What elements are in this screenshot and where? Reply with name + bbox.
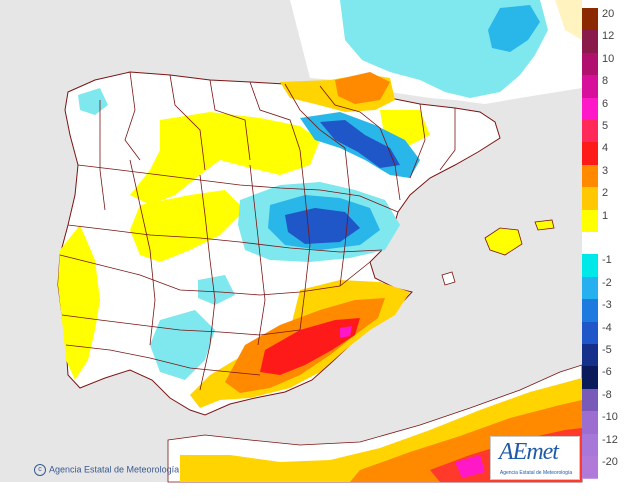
legend-label: 6 xyxy=(602,97,609,110)
legend-label: -3 xyxy=(602,299,612,312)
legend-swatch xyxy=(582,97,598,121)
legend-swatch xyxy=(582,411,598,435)
legend-swatch xyxy=(582,52,598,77)
legend-swatch xyxy=(582,187,598,211)
legend-swatch xyxy=(582,299,598,323)
legend-label: 2 xyxy=(602,187,609,200)
legend-label: 8 xyxy=(602,75,609,88)
legend-swatch xyxy=(582,30,598,54)
province-borders xyxy=(59,71,456,391)
cold-anomaly-ebro-core xyxy=(320,120,400,168)
color-legend: 20 12 10 8 6 5 4 3 2 1 -1 -2 -3 -4 -5 -6 -8 -10 -12 -20 xyxy=(582,8,628,480)
cold-anomaly-north-core xyxy=(488,5,540,52)
aemet-logo: AEmet Agencia Estatal de Meteorología xyxy=(490,436,580,480)
warm-corner-ne xyxy=(555,0,582,40)
legend-label: 3 xyxy=(602,164,609,177)
legend-swatch xyxy=(582,456,598,480)
legend-swatch xyxy=(582,366,598,390)
legend-label: -2 xyxy=(602,276,612,289)
legend-swatch xyxy=(582,8,598,32)
legend-label: -6 xyxy=(602,366,612,379)
legend-label: -8 xyxy=(602,388,612,401)
mallorca xyxy=(484,227,523,256)
legend-label: -1 xyxy=(602,254,612,267)
legend-label: -20 xyxy=(602,456,618,468)
legend-label: -12 xyxy=(602,433,618,446)
legend-swatch xyxy=(582,75,598,99)
legend-label: -5 xyxy=(602,344,612,356)
legend-swatch xyxy=(582,232,598,256)
menorca xyxy=(534,219,555,231)
copyright-icon: c xyxy=(34,464,46,476)
hot-magenta-africa xyxy=(455,455,485,478)
legend-swatch xyxy=(582,433,598,457)
legend-label: -4 xyxy=(602,321,612,334)
cold-anomaly-centre-core xyxy=(285,208,360,244)
legend-swatch xyxy=(582,321,598,345)
logo-brand: AEmet xyxy=(499,439,559,465)
credit-line: c Agencia Estatal de Meteorología xyxy=(34,464,179,476)
legend-swatch xyxy=(582,142,598,166)
legend-label: 1 xyxy=(602,209,609,222)
legend-swatch xyxy=(582,120,598,144)
cold-anomaly-galicia xyxy=(78,88,108,115)
legend-label: -10 xyxy=(602,411,618,424)
legend-label: 12 xyxy=(602,30,615,43)
legend-swatch xyxy=(582,388,598,413)
legend-label: 4 xyxy=(602,142,609,155)
hot-magenta-southeast xyxy=(340,326,352,338)
legend-swatch xyxy=(582,254,598,278)
warm-anomaly-north xyxy=(130,112,320,205)
warm-anomaly-centre-west xyxy=(130,190,245,262)
credit-text: Agencia Estatal de Meteorología xyxy=(49,464,180,475)
warm-anomaly-portugal xyxy=(58,225,100,380)
ibiza xyxy=(441,271,456,286)
legend-label: 10 xyxy=(602,52,615,65)
legend-swatch xyxy=(582,209,598,233)
cold-anomaly-south xyxy=(150,310,215,380)
legend-swatch xyxy=(582,276,598,301)
hot-anomaly-southeast xyxy=(260,318,360,375)
cold-anomaly-galicia-2 xyxy=(198,275,235,305)
legend-label: 5 xyxy=(602,120,609,132)
legend-swatch xyxy=(582,344,598,368)
legend-swatch xyxy=(582,164,598,189)
legend-label: 20 xyxy=(602,8,615,20)
logo-subtitle: Agencia Estatal de Meteorología xyxy=(499,470,573,476)
warm-anomaly-basque-core xyxy=(335,72,390,104)
